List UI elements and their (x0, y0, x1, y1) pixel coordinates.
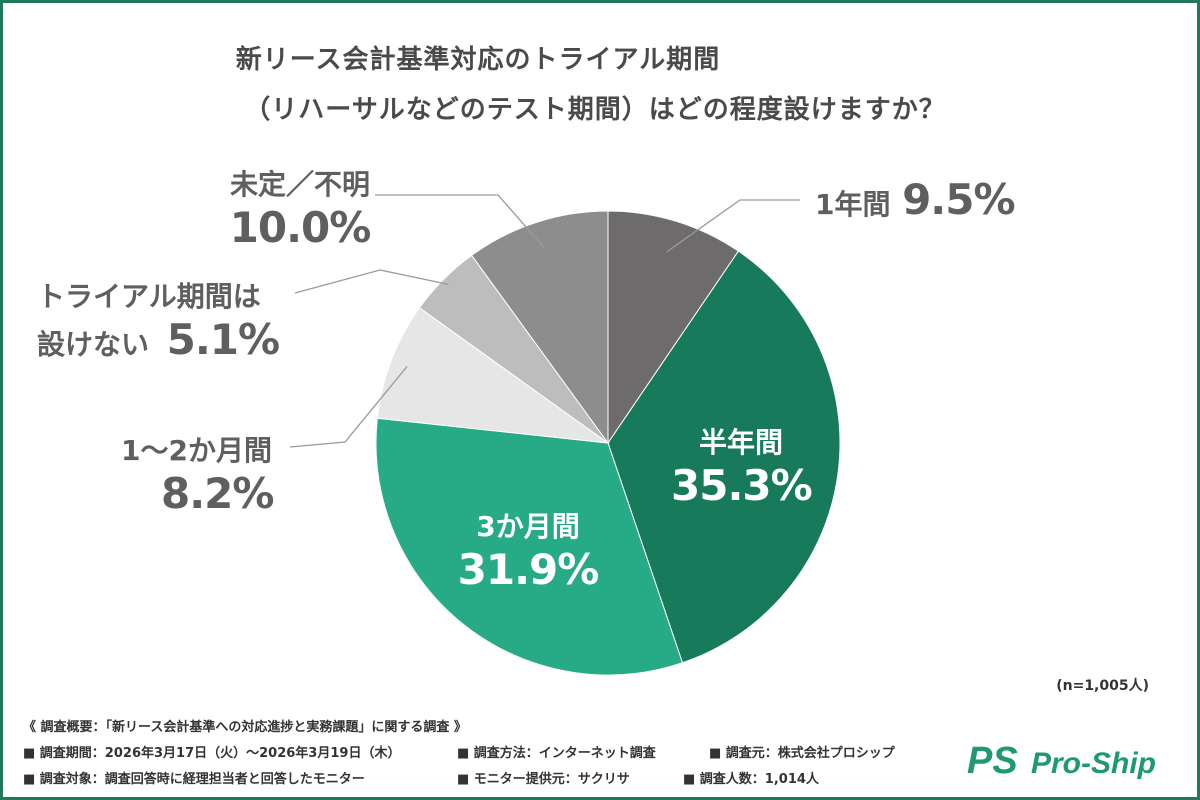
notes-heading: 《 調査概要：「新リース会計基準への対応進捗と実務課題」に関する調査 》 (23, 720, 467, 735)
label-no-trial-name-line1: トライアル期間は (37, 280, 261, 313)
label-1to2months-name: 1〜2か月間 (121, 434, 272, 467)
label-1to2months-value: 8.2% (161, 469, 274, 518)
chart-title-line1: 新リース会計基準対応のトライアル期間 (235, 45, 721, 75)
pie-slice-3 (376, 307, 610, 444)
label-no-trial-value: 5.1% (166, 315, 280, 364)
notes-provider: ■ モニター提供元：サクリサ (457, 772, 630, 787)
label-1year-name: 1年間 (815, 188, 891, 221)
pie-slice-2 (375, 417, 684, 676)
leader-line-3 (289, 365, 408, 448)
label-1to2months: 1〜2か月間 8.2% (121, 429, 274, 518)
logo-mark: PS (967, 740, 1018, 782)
pie-slice-1 (607, 250, 841, 664)
label-1year: 1年間 9.5% (815, 175, 1016, 224)
leader-line-5 (375, 194, 546, 249)
label-3months: 3か月間 31.9% (453, 505, 603, 594)
logo-text: Pro-Ship (1031, 747, 1156, 780)
leader-line-4 (294, 269, 449, 294)
notes-count: ■ 調査人数：1,014人 (683, 772, 819, 787)
label-no-trial: トライアル期間は 設けない 5.1% (37, 275, 280, 364)
pie-slice-5 (470, 210, 609, 445)
notes-method: ■ 調査方法：インターネット調査 (457, 746, 656, 761)
label-3months-value: 31.9% (457, 545, 600, 594)
label-1year-value: 9.5% (902, 175, 1015, 224)
sample-size: (n=1,005人) (1056, 678, 1149, 694)
label-6months: 半年間 35.3% (671, 421, 813, 510)
chart-title-line2: （リハーサルなどのテスト期間）はどの程度設けますか？ (244, 95, 946, 125)
label-undecided-name: 未定／不明 (229, 168, 370, 201)
pro-ship-logo: PS Pro-Ship (967, 740, 1156, 782)
label-3months-name: 3か月間 (476, 510, 580, 543)
notes-target: ■ 調査対象：調査回答時に経理担当者と回答したモニター (23, 772, 365, 787)
label-6months-value: 35.3% (671, 461, 813, 510)
pie-slice-0 (607, 210, 740, 445)
label-undecided-value: 10.0% (229, 203, 372, 252)
label-undecided: 未定／不明 10.0% (225, 163, 375, 252)
notes-period: ■ 調査期間：2026年3月17日（火）〜2026年3月19日（木） (23, 746, 401, 761)
leader-line-0 (666, 199, 800, 253)
label-6months-name: 半年間 (698, 426, 783, 459)
label-no-trial-name-line2: 設けない (37, 328, 150, 361)
notes-org: ■ 調査元：株式会社プロシップ (709, 746, 895, 761)
